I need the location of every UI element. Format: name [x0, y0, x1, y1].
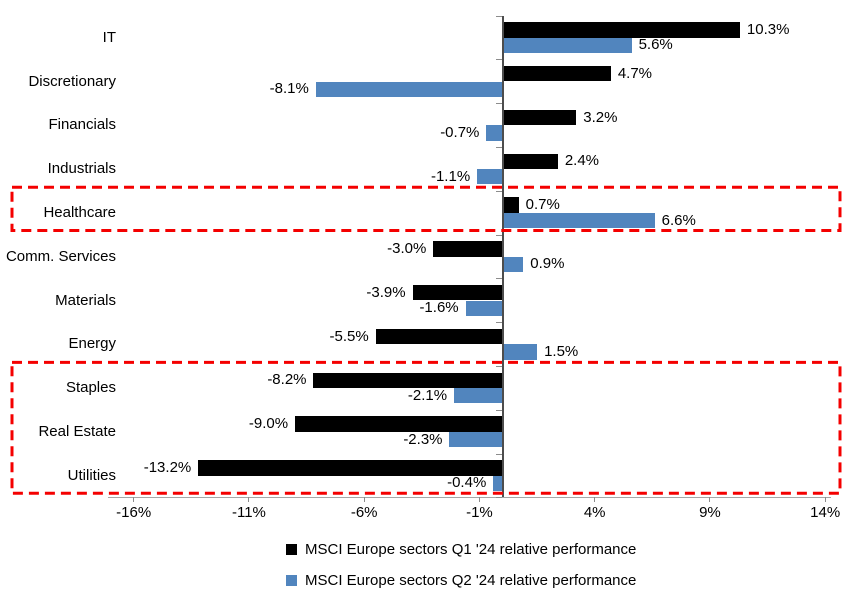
bar-q2	[502, 256, 524, 273]
legend-label-q2: MSCI Europe sectors Q2 '24 relative perf…	[305, 572, 637, 589]
category-label: Healthcare	[43, 204, 116, 222]
y-axis	[501, 15, 504, 498]
legend-swatch-q2-icon	[286, 575, 297, 586]
y-axis-tick	[495, 146, 502, 148]
data-label: -5.5%	[329, 327, 369, 345]
bar-q1	[502, 197, 519, 213]
data-label: -0.4%	[447, 474, 487, 492]
bar-q2	[502, 37, 632, 54]
x-tick-label: 9%	[699, 504, 721, 522]
bar-q1	[412, 285, 503, 301]
y-axis-tick	[495, 453, 502, 455]
x-tick	[363, 497, 365, 503]
legend-label-q1: MSCI Europe sectors Q1 '24 relative perf…	[305, 541, 637, 558]
data-label: 10.3%	[746, 20, 790, 38]
y-axis-tick	[495, 15, 502, 17]
data-label: -9.0%	[248, 415, 289, 433]
x-tick	[478, 497, 480, 503]
bar-q2	[449, 431, 503, 448]
data-label: -2.3%	[403, 430, 443, 448]
y-axis-tick	[495, 278, 502, 280]
data-label: -1.6%	[419, 299, 459, 317]
data-label: -2.1%	[407, 386, 448, 404]
y-axis-tick	[495, 409, 502, 411]
x-tick-label: -11%	[231, 504, 266, 522]
x-tick-label: 4%	[583, 504, 606, 522]
data-label: 5.6%	[638, 36, 673, 54]
bar-q1	[502, 66, 611, 82]
x-tick	[248, 497, 250, 503]
y-axis-tick	[495, 365, 502, 367]
bar-q1	[375, 328, 503, 345]
data-label: -13.2%	[143, 458, 192, 476]
healthcare-highlight	[10, 185, 842, 232]
category-label: Comm. Services	[5, 247, 116, 265]
y-axis-tick	[495, 497, 502, 499]
data-label: -3.0%	[387, 239, 427, 257]
data-label: -3.9%	[366, 283, 406, 301]
x-axis	[108, 497, 831, 499]
legend: MSCI Europe sectors Q1 '24 relative perf…	[286, 539, 636, 591]
data-label: 1.5%	[544, 343, 579, 360]
bar-q1	[502, 22, 740, 38]
data-label: 4.7%	[617, 64, 653, 82]
data-label: 0.9%	[530, 255, 565, 273]
x-tick	[824, 497, 826, 503]
category-label: Materials	[55, 291, 116, 309]
x-tick-label: 14%	[810, 504, 841, 522]
x-tick-label: -1%	[466, 504, 493, 522]
y-axis-tick	[495, 103, 502, 105]
bar-q1	[502, 153, 558, 169]
data-label: -8.2%	[267, 371, 307, 389]
bar-q2	[454, 388, 503, 404]
category-label: Utilities	[67, 466, 116, 484]
bar-q2	[477, 169, 503, 185]
y-axis-tick	[495, 59, 502, 61]
y-axis-tick	[495, 322, 502, 324]
data-label: -0.7%	[440, 124, 480, 141]
bar-q2	[486, 125, 503, 141]
category-label: Real Estate	[38, 423, 116, 441]
data-label: -8.1%	[269, 80, 309, 98]
x-tick	[709, 497, 711, 503]
category-label: Financials	[48, 116, 116, 134]
y-axis-tick	[495, 190, 502, 192]
bar-q1	[433, 241, 503, 257]
legend-item-q1: MSCI Europe sectors Q1 '24 relative perf…	[286, 539, 636, 560]
category-label: Discretionary	[28, 72, 116, 90]
category-label: IT	[102, 28, 116, 46]
x-tick	[133, 497, 135, 503]
bar-q2	[315, 81, 503, 97]
bar-q2	[502, 344, 538, 360]
data-label: 3.2%	[583, 108, 618, 126]
bar-q2	[502, 212, 655, 229]
bar-q1	[295, 416, 503, 432]
x-tick-label: -16%	[116, 504, 152, 522]
data-label: -1.1%	[430, 167, 471, 185]
category-label: Energy	[68, 335, 116, 353]
category-label: Industrials	[47, 160, 116, 178]
data-label: 6.6%	[661, 211, 696, 229]
bar-q2	[465, 300, 503, 316]
legend-item-q2: MSCI Europe sectors Q2 '24 relative perf…	[286, 570, 636, 591]
x-tick-label: -6%	[350, 504, 378, 522]
y-axis-tick	[495, 234, 502, 236]
category-label: Staples	[65, 379, 116, 397]
x-tick	[594, 497, 596, 503]
bar-q1	[502, 109, 577, 126]
data-label: 2.4%	[564, 152, 600, 170]
legend-swatch-q1-icon	[286, 544, 297, 555]
